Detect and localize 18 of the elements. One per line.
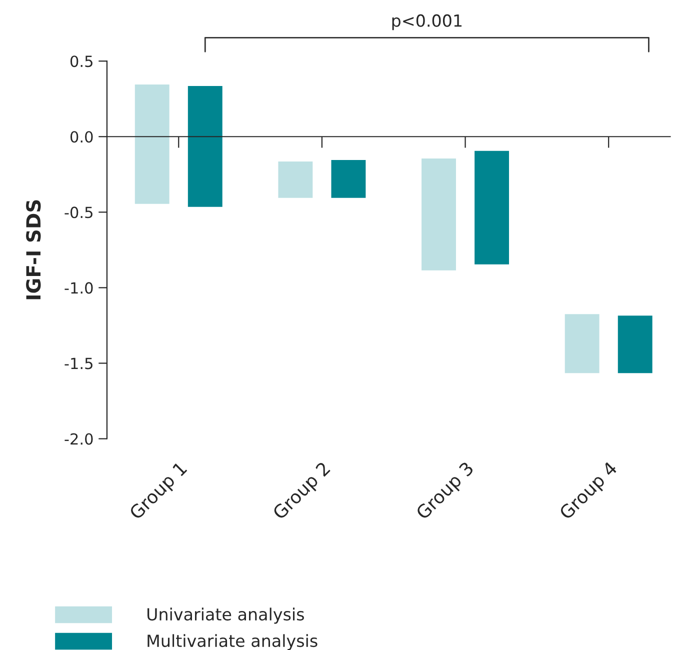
bar — [134, 83, 171, 206]
legend-label: Univariate analysis — [147, 608, 304, 624]
text: p<0.001 — [392, 14, 462, 30]
bar — [186, 84, 224, 208]
bar — [420, 157, 458, 272]
bar — [330, 158, 368, 200]
bar — [616, 314, 654, 374]
bar — [563, 312, 601, 374]
y-tick-label: -2.0 — [64, 433, 93, 445]
y-tick-label: -1.5 — [64, 358, 92, 370]
bar — [276, 160, 314, 200]
y-tick-label: 0.0 — [70, 131, 93, 143]
y-axis-title: IGF-I SDS — [26, 200, 41, 300]
legend-label: Multivariate analysis — [148, 634, 318, 650]
y-tick-label: -1.0 — [64, 282, 93, 294]
y-tick-label: -0.5 — [64, 206, 92, 218]
y-tick-label: 0.5 — [70, 56, 92, 68]
bar — [473, 150, 510, 266]
